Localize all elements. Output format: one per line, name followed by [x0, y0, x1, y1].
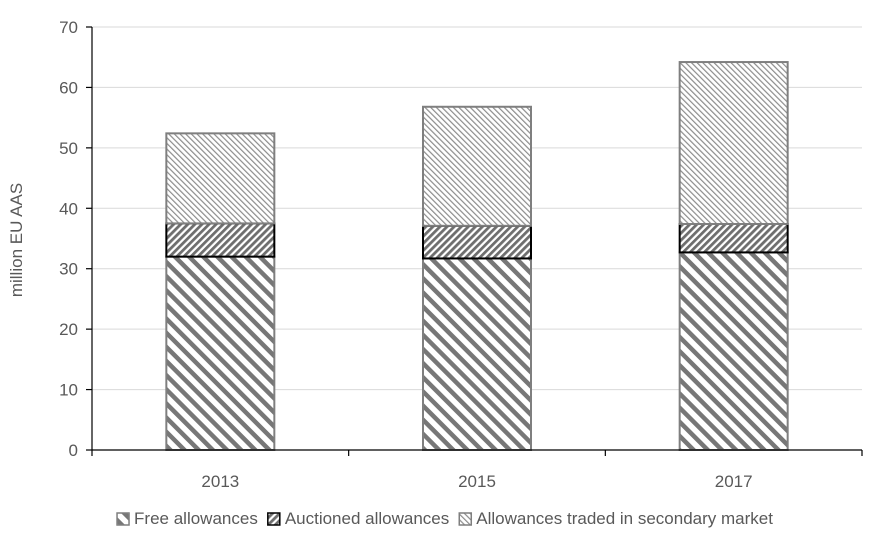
bar-auctioned-2017	[678, 222, 789, 254]
y-tick-label-0: 0	[69, 441, 78, 460]
y-tick-label-60: 60	[59, 78, 78, 97]
legend: Free allowances Auctioned allowances Allow…	[116, 509, 773, 528]
bar-auctioned-2013	[165, 222, 276, 258]
bar-secondary-2015	[422, 105, 532, 227]
legend-label-auctioned: Auctioned allowances	[285, 509, 449, 528]
y-tick-label-20: 20	[59, 320, 78, 339]
bar-free-2015	[422, 257, 532, 452]
x-tick-label-2013: 2013	[201, 472, 239, 491]
x-tick-labels: 2013 2015 2017	[201, 472, 752, 491]
legend-label-secondary: Allowances traded in secondary market	[476, 509, 773, 528]
y-axis-title: million EU AAS	[7, 183, 26, 297]
legend-item-free: Free allowances	[116, 509, 258, 528]
bar-free-2013	[165, 255, 276, 451]
y-tick-label-40: 40	[59, 199, 78, 218]
y-tick-labels: 0 10 20 30 40 50 60 70	[59, 18, 78, 460]
x-tick-label-2017: 2017	[715, 472, 753, 491]
legend-swatch-auctioned	[267, 512, 281, 526]
y-tick-label-70: 70	[59, 18, 78, 37]
legend-item-auctioned: Auctioned allowances	[267, 509, 449, 528]
legend-swatch-free	[116, 512, 130, 526]
bar-auctioned-2015	[422, 224, 532, 260]
x-tick-label-2015: 2015	[458, 472, 496, 491]
legend-label-free: Free allowances	[134, 509, 258, 528]
y-tick-label-10: 10	[59, 381, 78, 400]
bars	[165, 61, 789, 452]
bar-secondary-2017	[678, 61, 789, 225]
legend-swatch-secondary	[458, 512, 473, 526]
axes	[86, 26, 863, 456]
bar-free-2017	[678, 251, 789, 451]
y-tick-label-30: 30	[59, 260, 78, 279]
bar-secondary-2013	[165, 132, 276, 225]
legend-item-secondary: Allowances traded in secondary market	[458, 509, 773, 528]
y-tick-label-50: 50	[59, 139, 78, 158]
